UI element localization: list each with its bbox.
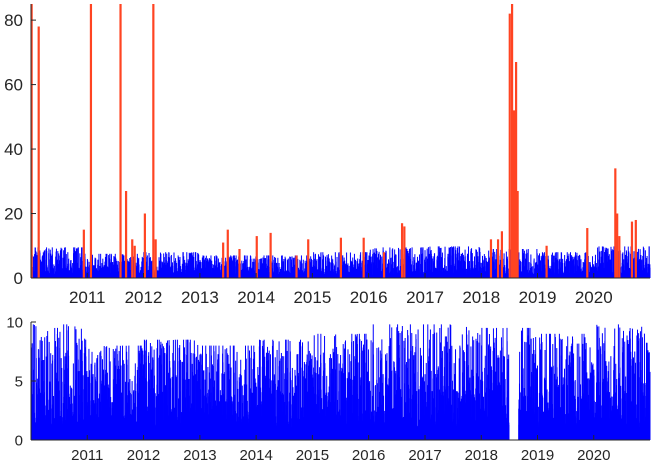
bottom-bars [30,324,651,440]
x-tick-label: 2013 [181,288,219,307]
x-tick-label: 2019 [519,288,557,307]
x-tick-label: 2011 [69,288,106,307]
y-tick-label: 40 [4,140,23,159]
x-tick-label: 2016 [350,288,388,307]
y-tick-label: 20 [4,204,23,223]
x-tick-label: 2015 [293,288,331,307]
top-axes: 0 20 40 60 80 2011 2012 2013 2014 2015 2016 2017 201… [4,4,650,307]
x-tick-label: 2017 [406,288,444,307]
top-panel: 0 20 40 60 80 2011 2012 2013 2014 2015 2016 2017 201… [4,4,651,307]
y-tick-label: 80 [4,11,23,30]
y-tick-label: 60 [4,76,23,95]
y-tick-label: 0 [14,269,23,288]
x-tick-label: 2014 [237,288,275,307]
x-tick-label: 2020 [575,288,613,307]
x-tick-label: 2012 [125,288,163,307]
top-bars [30,4,651,278]
x-tick-label: 2018 [462,288,500,307]
